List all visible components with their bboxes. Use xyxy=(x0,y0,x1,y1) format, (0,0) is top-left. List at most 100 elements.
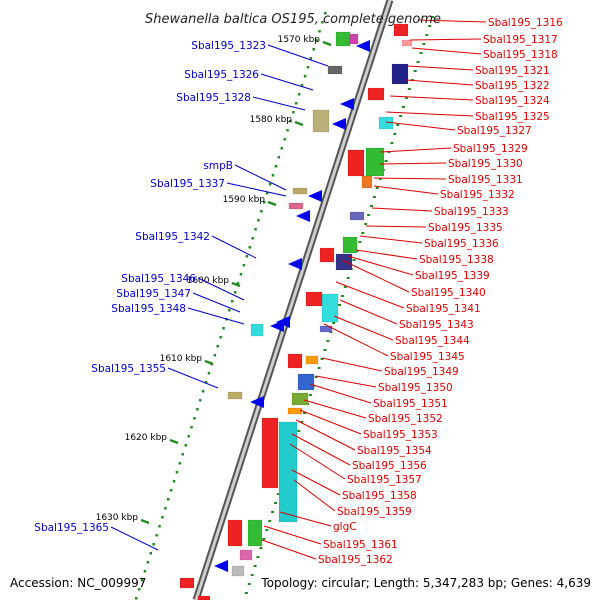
right-gene-label: Sbal195_1353 xyxy=(363,429,438,441)
track-dot xyxy=(155,534,158,537)
track-dot xyxy=(158,525,161,528)
track-dot xyxy=(201,390,205,393)
track-dot xyxy=(265,192,269,195)
right-gene-label: Sbal195_1349 xyxy=(384,366,459,378)
gene-block xyxy=(197,595,211,600)
track-dot xyxy=(324,12,327,15)
right-gene-label: Sbal195_1343 xyxy=(399,319,474,331)
track-dot xyxy=(393,133,397,135)
gene-block xyxy=(278,421,298,523)
right-gene-label: Sbal195_1318 xyxy=(483,49,558,61)
track-dot xyxy=(187,435,190,438)
track-dot xyxy=(216,345,219,348)
right-gene-label: Sbal195_1324 xyxy=(475,95,550,107)
right-leader xyxy=(261,539,317,560)
right-leader xyxy=(309,383,372,404)
kbp-tick xyxy=(140,518,150,525)
track-dot xyxy=(204,381,208,384)
track-dot xyxy=(242,264,246,267)
track-dot xyxy=(283,138,286,141)
track-dot xyxy=(190,426,193,429)
track-dot xyxy=(309,57,313,60)
right-leader xyxy=(291,433,351,466)
left-gene-label: Sbal195_1337 xyxy=(150,178,225,190)
track-dot xyxy=(219,336,222,339)
track-dot xyxy=(253,565,257,567)
gene-block xyxy=(401,39,413,47)
gene-block xyxy=(347,149,365,177)
right-gene-label: Sbal195_1335 xyxy=(428,222,503,234)
right-gene-label: Sbal195_1351 xyxy=(373,398,448,410)
track-dot xyxy=(390,142,394,144)
right-leader xyxy=(263,525,322,545)
track-dot xyxy=(149,552,152,555)
gene-block xyxy=(391,63,409,85)
right-gene-label: Sbal195_1357 xyxy=(347,474,422,486)
track-dot xyxy=(164,507,167,510)
right-gene-label: Sbal195_1332 xyxy=(440,189,515,201)
track-dot xyxy=(367,214,371,216)
track-dot xyxy=(326,340,330,342)
gene-block xyxy=(342,236,358,254)
track-dot xyxy=(175,471,179,474)
track-dot xyxy=(375,187,379,189)
gene-block xyxy=(349,211,365,221)
track-dot xyxy=(161,516,164,519)
gene-block xyxy=(231,565,245,577)
track-dot xyxy=(276,493,280,495)
right-leader xyxy=(335,281,405,309)
track-dot xyxy=(332,322,336,324)
track-dot xyxy=(364,223,368,225)
gene-block xyxy=(349,33,359,45)
kbp-tick xyxy=(294,120,304,127)
right-gene-label: Sbal195_1336 xyxy=(424,238,499,250)
gene-block xyxy=(288,202,304,210)
accession-text: Accession: NC_009997 xyxy=(10,576,146,590)
track-dot xyxy=(358,241,362,243)
track-dot xyxy=(207,372,211,375)
track-dot xyxy=(396,124,400,126)
right-gene-label: Sbal195_1325 xyxy=(475,111,550,123)
left-leader xyxy=(252,96,306,111)
left-leader xyxy=(234,164,287,191)
track-dot xyxy=(372,196,376,198)
direction-arrow xyxy=(340,98,354,110)
kbp-label: 1620 kbp xyxy=(125,433,168,443)
right-gene-label: Sbal195_1338 xyxy=(419,254,494,266)
right-labels: Sbal195_1316 Sbal195_1317 Sbal195_1318 Sbal… xyxy=(318,17,563,566)
gene-features xyxy=(179,23,413,600)
left-gene-label: Sbal195_1328 xyxy=(176,92,251,104)
track-dot xyxy=(419,52,423,54)
track-dot xyxy=(407,88,411,90)
track-dot xyxy=(268,183,272,186)
track-dot xyxy=(318,30,321,33)
track-dot xyxy=(277,156,281,159)
right-leader xyxy=(321,357,383,372)
direction-arrow xyxy=(270,320,284,332)
right-leader xyxy=(347,255,414,276)
track-dot xyxy=(297,430,301,432)
track-dot xyxy=(416,61,420,63)
track-dot xyxy=(384,160,388,162)
right-leader xyxy=(303,399,367,419)
left-gene-label: Sbal195_1348 xyxy=(111,303,186,315)
right-gene-label: Sbal195_1331 xyxy=(448,174,523,186)
gene-block xyxy=(227,391,243,400)
left-gene-label: Sbal195_1365 xyxy=(34,522,109,534)
track-dot xyxy=(425,34,429,36)
kbp-label: 1630 kbp xyxy=(96,513,139,523)
track-dot xyxy=(361,232,365,234)
track-dot xyxy=(422,43,426,45)
right-gene-label: glgC xyxy=(333,521,357,533)
gene-block xyxy=(327,65,343,75)
right-gene-label: Sbal195_1362 xyxy=(318,554,393,566)
right-leader xyxy=(299,409,362,435)
track-dot xyxy=(404,97,408,99)
track-dot xyxy=(297,93,301,96)
kbp-label: 1590 kbp xyxy=(223,195,266,205)
kbp-label: 1570 kbp xyxy=(278,35,321,45)
right-gene-label: Sbal195_1356 xyxy=(352,460,427,472)
right-leader xyxy=(333,315,394,341)
track-dot xyxy=(338,304,341,306)
track-dot xyxy=(213,354,217,357)
